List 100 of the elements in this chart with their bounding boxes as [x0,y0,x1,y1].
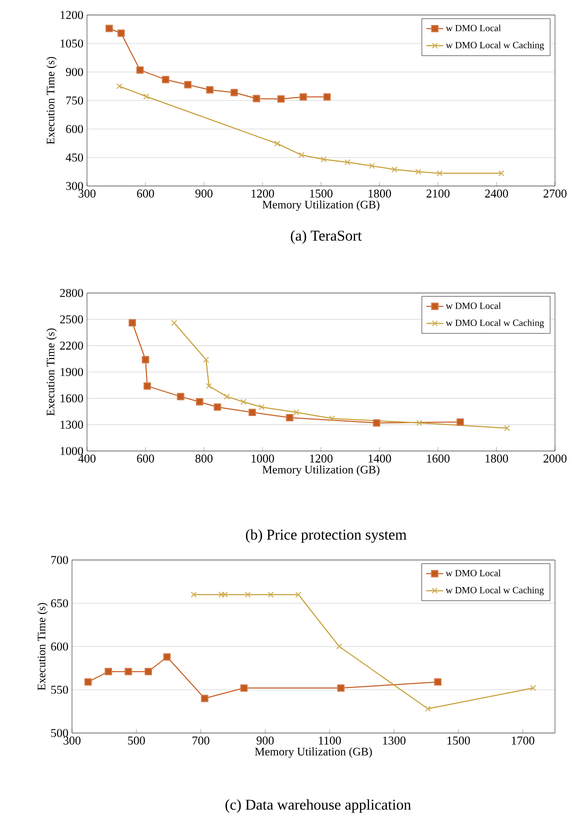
x-tick-label: 2000 [544,454,566,463]
x-tick-label: 1300 [383,736,406,745]
point [252,94,260,102]
legend-label: w DMO Local [446,24,501,32]
y-tick-label: 2200 [60,342,84,350]
x-axis-title: Memory Utilization (GB) [262,200,380,211]
legend-label: w DMO Local w Caching [446,319,544,328]
x-tick-label: 1400 [368,454,391,463]
point [176,392,184,400]
x-tick-label: 400 [78,454,96,463]
y-tick-label: 1900 [60,368,84,376]
x-tick-label: 1000 [252,454,274,463]
point [124,668,132,676]
point [244,592,251,598]
x-tick-label: 1500 [310,190,332,198]
x-tick-label: 600 [137,454,154,463]
y-tick-label: 600 [51,642,68,651]
x-tick-label: 500 [128,736,145,745]
point [184,81,192,88]
point [117,30,125,37]
point [323,93,331,101]
point [104,668,112,676]
x-tick-label: 2400 [485,190,508,198]
point [329,415,336,422]
point [320,156,327,162]
point [218,592,224,598]
x-tick-label: 2100 [426,190,450,198]
x-tick-label: 800 [195,454,213,463]
point [293,409,300,416]
point [456,418,464,426]
y-tick-label: 500 [51,728,68,738]
x-tick-label: 1800 [486,454,508,463]
x-tick-label: 1100 [318,736,341,745]
y-tick-label: 1200 [60,10,84,20]
legend-label: w DMO Local w Caching [446,586,544,596]
y-tick-label: 300 [66,182,84,190]
point [206,86,214,94]
legend-label: w DMO Local w Caching [446,42,544,50]
point [268,592,274,598]
point [274,140,280,147]
text: (c) Data warehouse application [226,799,411,813]
legend-label: w DMO Local [446,302,501,309]
point [277,95,285,103]
x-tick-label: 300 [78,190,96,198]
point [163,653,171,661]
point [416,420,422,426]
point [286,414,294,422]
x-tick-label: 1500 [447,736,470,745]
point [368,162,375,169]
point [300,93,307,101]
x-tick-label: 1600 [427,454,450,463]
point [190,592,197,598]
point [298,152,305,158]
point [248,408,256,416]
y-tick-label: 450 [66,153,84,162]
y-tick-label: 650 [51,599,68,608]
point [84,678,92,686]
point [240,684,248,692]
y-tick-label: 2800 [60,288,84,298]
point [136,66,144,74]
x-tick-label: 600 [137,190,154,198]
point [128,319,136,327]
x-tick-label: 900 [256,736,274,745]
point [196,398,204,406]
point [336,643,342,650]
y-tick-label: 750 [66,96,84,105]
y-tick-label: 1000 [60,446,84,456]
point [214,403,222,411]
point [222,592,228,598]
point [142,356,150,364]
y-tick-label: 2500 [60,315,84,324]
point [424,706,431,712]
point [144,668,152,676]
point [530,684,536,692]
y-axis-title: Execution Time (s) [37,602,48,690]
point [295,592,302,598]
point [504,425,510,432]
x-tick-label: 1200 [310,454,332,463]
point [498,170,504,176]
point [116,83,122,90]
x-axis-title: Memory Utilization (GB) [254,747,372,758]
point [106,24,113,32]
point [162,76,170,84]
y-tick-label: 1300 [60,420,84,429]
x-tick-label: 2700 [544,190,566,198]
point [143,93,150,100]
x-tick-label: 1200 [252,190,274,198]
y-axis-title: Execution Time (s) [46,328,57,416]
y-tick-label: 1600 [60,394,84,402]
x-tick-label: 700 [192,736,210,745]
y-tick-label: 550 [51,686,68,694]
x-tick-label: 900 [195,190,213,198]
text: (a) TeraSort [290,230,362,244]
y-tick-label: 1050 [60,39,84,48]
point [258,404,265,410]
point [344,159,351,166]
point [230,88,238,96]
point [171,320,178,326]
point [337,684,345,692]
point [372,419,380,427]
